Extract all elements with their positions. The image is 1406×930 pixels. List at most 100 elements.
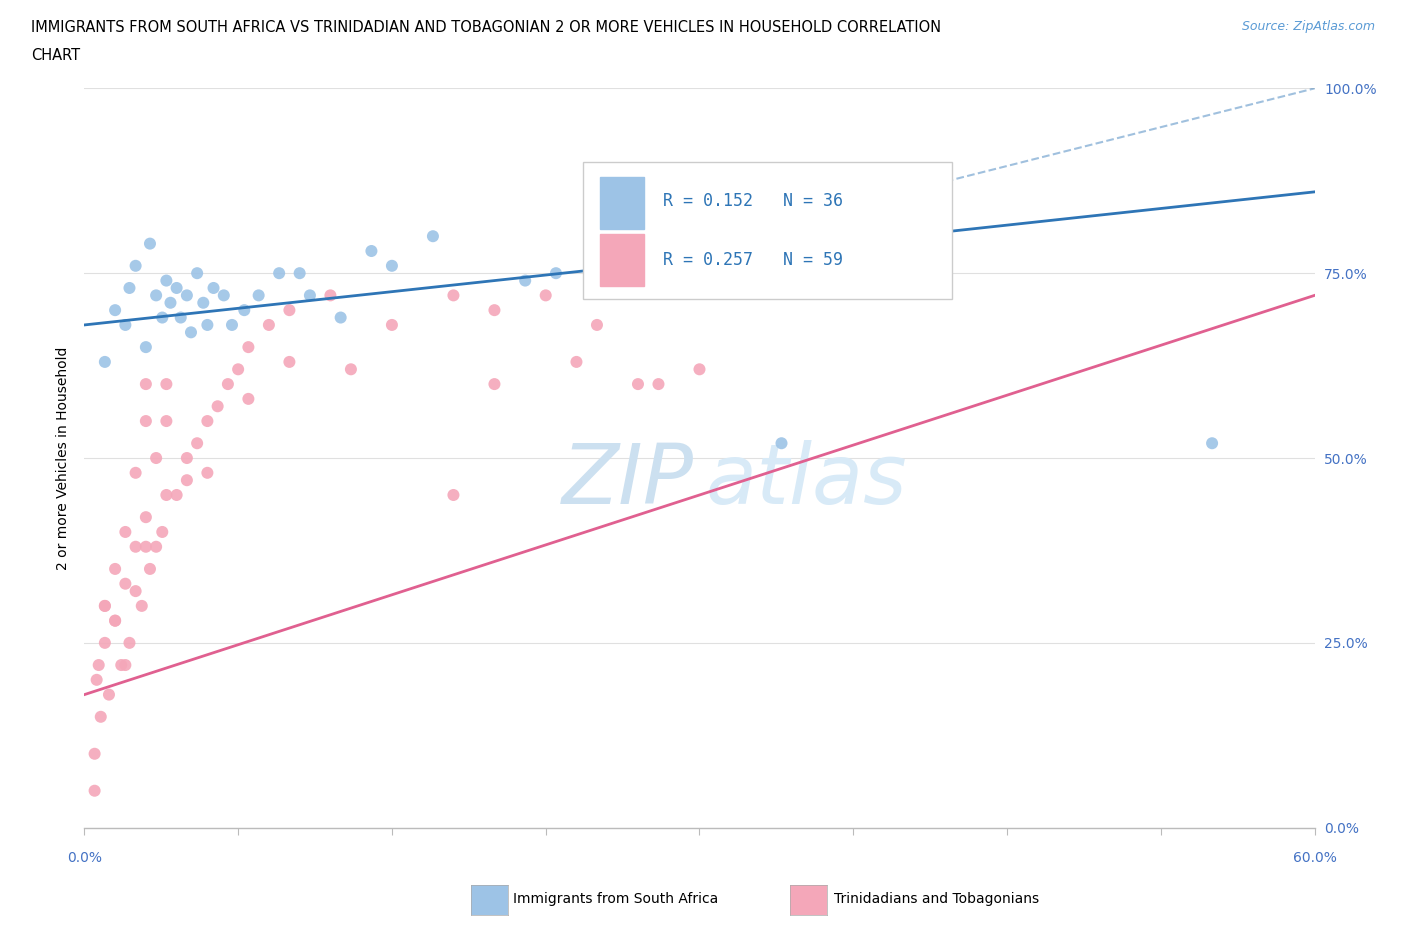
Point [197, 465, 219, 480]
FancyBboxPatch shape [582, 162, 952, 299]
Point [484, 303, 506, 318]
Point [87, 658, 110, 672]
Point [94, 599, 117, 614]
Point [86, 672, 108, 687]
Point [586, 317, 609, 332]
Point [104, 613, 127, 628]
Point [145, 288, 167, 303]
Point [647, 259, 669, 273]
Point [176, 288, 198, 303]
Point [104, 613, 127, 628]
Point [155, 273, 177, 288]
Point [269, 266, 291, 281]
Point [627, 377, 650, 392]
Point [221, 317, 243, 332]
Point [186, 436, 208, 451]
Point [114, 525, 136, 539]
Point [104, 562, 127, 577]
Point [150, 310, 173, 325]
Point [180, 325, 202, 339]
Text: ZIP: ZIP [561, 440, 693, 521]
Point [217, 377, 239, 392]
Point [124, 259, 146, 273]
Point [135, 510, 157, 525]
Point [135, 414, 157, 429]
Bar [600, 234, 644, 286]
Point [586, 244, 609, 259]
Text: Source: ZipAtlas.com: Source: ZipAtlas.com [1241, 20, 1375, 33]
Point [135, 377, 157, 392]
Text: 0.0%: 0.0% [67, 851, 101, 865]
Point [159, 296, 181, 311]
Text: R = 0.152   N = 36: R = 0.152 N = 36 [662, 192, 842, 210]
Point [118, 281, 141, 296]
Point [176, 472, 198, 487]
Y-axis label: 2 or more Vehicles in Household: 2 or more Vehicles in Household [56, 346, 70, 570]
Point [1201, 436, 1223, 451]
Point [278, 303, 301, 318]
Point [166, 281, 188, 296]
Point [443, 487, 465, 502]
Point [145, 539, 167, 554]
Text: R = 0.257   N = 59: R = 0.257 N = 59 [662, 251, 842, 269]
Point [202, 281, 225, 296]
Text: Trinidadians and Tobagonians: Trinidadians and Tobagonians [834, 892, 1039, 907]
Text: Immigrants from South Africa: Immigrants from South Africa [513, 892, 718, 907]
Point [534, 288, 557, 303]
Text: IMMIGRANTS FROM SOUTH AFRICA VS TRINIDADIAN AND TOBAGONIAN 2 OR MORE VEHICLES IN: IMMIGRANTS FROM SOUTH AFRICA VS TRINIDAD… [31, 20, 941, 35]
Point [212, 288, 235, 303]
Point [124, 539, 146, 554]
Point [155, 414, 177, 429]
Point [288, 266, 311, 281]
Point [145, 451, 167, 466]
Point [443, 288, 465, 303]
Point [544, 266, 567, 281]
Point [131, 599, 153, 614]
Point [257, 317, 280, 332]
Point [94, 635, 117, 650]
Point [247, 288, 270, 303]
Point [155, 487, 177, 502]
Point [329, 310, 352, 325]
Point [298, 288, 321, 303]
Point [565, 354, 588, 369]
Point [135, 339, 157, 354]
Point [233, 303, 256, 318]
Point [381, 259, 404, 273]
Point [155, 377, 177, 392]
Point [238, 392, 260, 406]
Point [319, 288, 342, 303]
Point [135, 539, 157, 554]
Point [114, 577, 136, 591]
Point [114, 658, 136, 672]
Point [139, 562, 162, 577]
Point [98, 687, 120, 702]
Point [186, 266, 208, 281]
Point [94, 354, 117, 369]
Point [90, 710, 112, 724]
Bar [600, 177, 644, 229]
Point [515, 273, 537, 288]
Point [193, 296, 215, 311]
Point [114, 317, 136, 332]
Point [124, 465, 146, 480]
Point [94, 599, 117, 614]
Point [238, 339, 260, 354]
Point [166, 487, 188, 502]
Point [278, 354, 301, 369]
Point [170, 310, 193, 325]
Point [197, 317, 219, 332]
Point [150, 525, 173, 539]
Point [689, 362, 711, 377]
Point [207, 399, 229, 414]
Text: CHART: CHART [31, 48, 80, 63]
Point [360, 244, 382, 259]
Point [770, 436, 793, 451]
Point [176, 451, 198, 466]
Point [110, 658, 132, 672]
Point [197, 414, 219, 429]
Text: atlas: atlas [706, 440, 907, 521]
Text: 60.0%: 60.0% [1292, 851, 1337, 865]
Point [381, 317, 404, 332]
Point [83, 783, 105, 798]
